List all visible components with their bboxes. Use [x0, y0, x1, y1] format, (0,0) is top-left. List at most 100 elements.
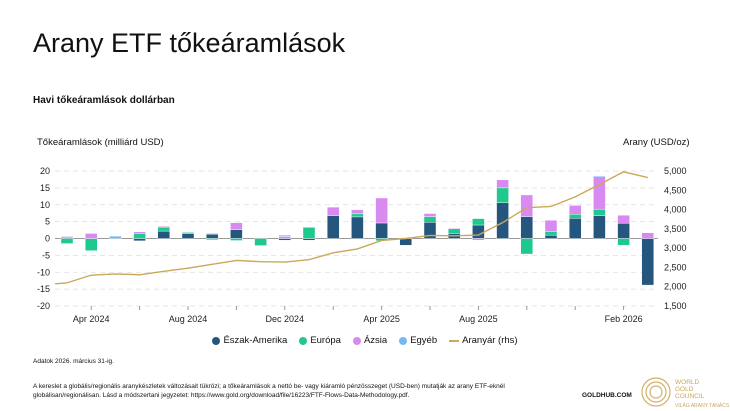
bar-segment [448, 228, 461, 234]
svg-text:VILÁG ARANY TANÁCS: VILÁG ARANY TANÁCS [675, 402, 730, 409]
bar-segment [205, 233, 219, 235]
y-tick-label: -15 [37, 284, 50, 294]
bar-segment [496, 179, 509, 189]
bar-segment [230, 238, 243, 241]
bar-segment [327, 206, 340, 216]
bar-segment [351, 209, 364, 215]
bar-segment [278, 234, 291, 237]
bar-segment [60, 236, 74, 238]
y2-tick-label: 2,000 [664, 282, 687, 292]
x-tick-label: Feb 2026 [605, 314, 643, 324]
y-axis-title: Tőkeáramlások (milliárd USD) [37, 137, 164, 148]
bar-segment [448, 227, 461, 230]
bar-segment [496, 187, 509, 203]
data-note: Adatok 2026. március 31-ig. [33, 358, 114, 365]
bar-segment [205, 238, 219, 241]
y-tick-label: -20 [37, 301, 50, 311]
bar-segment [617, 238, 630, 246]
bar-segment [520, 216, 533, 239]
chart-legend: Észak-Amerika Európa Ázsia Egyéb Aranyár… [0, 335, 730, 346]
legend-swatch [299, 336, 308, 345]
svg-text:GOLD: GOLD [675, 386, 694, 393]
bar-segment [472, 224, 485, 239]
legend-item-north-america[interactable]: Észak-Amerika [212, 335, 287, 346]
x-tick-label: Aug 2025 [459, 314, 498, 324]
bar-segment [569, 218, 582, 239]
bar-segment [181, 233, 195, 239]
bar-segment [617, 215, 630, 224]
legend-item-asia[interactable]: Ázsia [352, 335, 388, 346]
bar-segment [544, 231, 558, 236]
legend-swatch [449, 339, 460, 342]
bar-segment [544, 220, 558, 232]
bar-segment [593, 208, 606, 216]
legend-swatch [399, 336, 408, 345]
bar-segment [423, 216, 437, 223]
x-tick-label: Apr 2024 [73, 314, 110, 324]
x-tick-label: Aug 2024 [169, 314, 208, 324]
bar-segment [593, 215, 606, 239]
y-tick-label: 20 [40, 166, 50, 176]
y2-tick-label: 2,500 [664, 262, 687, 272]
y2-axis-title: Arany (USD/oz) [623, 137, 690, 148]
bar-segment [593, 175, 606, 177]
bar-segment [472, 218, 485, 226]
legend-label: Aranyár (rhs) [462, 335, 518, 346]
bar-segment [351, 213, 364, 218]
legend-item-gold-price[interactable]: Aranyár (rhs) [449, 335, 518, 346]
legend-label: Egyéb [410, 335, 438, 346]
legend-item-europe[interactable]: Európa [299, 335, 341, 346]
bar-segment [230, 229, 243, 239]
y-tick-label: 5 [45, 217, 50, 227]
bar-segment [157, 226, 171, 232]
bar-segment [60, 238, 74, 244]
bar-segment [423, 213, 437, 217]
y2-tick-label: 1,500 [664, 301, 687, 311]
y2-tick-label: 4,500 [664, 185, 687, 195]
bar-segment [351, 216, 364, 239]
bar-segment [569, 205, 582, 215]
bar-segment [327, 215, 340, 239]
x-tick-label: Apr 2025 [363, 314, 400, 324]
bar-segment [375, 222, 388, 239]
bar-segment [84, 238, 98, 251]
bar-segment [544, 234, 558, 239]
bar-segment [133, 238, 146, 242]
y-tick-label: -5 [42, 250, 50, 260]
bar-segment [181, 232, 195, 234]
bar-segment [133, 231, 146, 234]
bar-segment [520, 194, 533, 217]
bar-segment [109, 235, 122, 239]
y-tick-label: 15 [40, 183, 50, 193]
y-tick-label: -10 [37, 267, 50, 277]
bar-segment [569, 213, 582, 219]
bar-segment [278, 236, 291, 239]
bar-segment [302, 238, 316, 241]
chart-subtitle: Havi tőkeáramlások dollárban [33, 95, 175, 106]
legend-label: Észak-Amerika [223, 335, 288, 346]
y-tick-label: 10 [40, 200, 50, 210]
bar-segment [617, 223, 630, 239]
bar-segment [254, 238, 267, 246]
bar-segment [641, 232, 654, 239]
bar-segment [472, 238, 485, 241]
svg-text:COUNCIL: COUNCIL [675, 393, 705, 400]
x-tick-label: Dec 2024 [266, 314, 305, 324]
footnote: A kereslet a globális/regionális aranyké… [33, 383, 505, 399]
page-title: Arany ETF tőkeáramlások [33, 28, 346, 58]
legend-item-other[interactable]: Egyéb [399, 335, 437, 346]
y-tick-label: 0 [45, 234, 50, 244]
bar-segment [157, 226, 171, 228]
y2-tick-label: 4,000 [664, 205, 687, 215]
bar-segment [520, 238, 533, 255]
goldhub-link[interactable]: GOLDHUB.COM [582, 392, 632, 399]
bar-segment [278, 238, 291, 241]
legend-swatch [352, 336, 361, 345]
bar-segment [205, 233, 219, 239]
gold-price-line [54, 171, 648, 285]
y2-tick-label: 3,500 [664, 224, 687, 234]
legend-label: Ázsia [363, 335, 388, 346]
